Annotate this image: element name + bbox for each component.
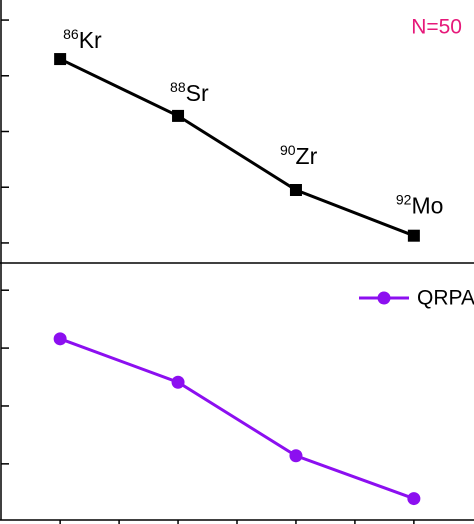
marker	[407, 229, 420, 242]
mass-number: 86	[63, 26, 79, 42]
marker	[407, 492, 421, 506]
point-label: 92Mo	[396, 191, 444, 218]
marker	[289, 184, 302, 197]
line	[59, 337, 415, 500]
marker	[54, 53, 67, 66]
mass-number: 92	[396, 191, 412, 207]
legend-marker	[377, 291, 391, 305]
mass-number: 88	[170, 79, 186, 95]
point-label: 90Zr	[280, 142, 318, 169]
element-symbol: Zr	[296, 143, 318, 169]
point-label: 88Sr	[170, 79, 209, 106]
element-symbol: Sr	[186, 80, 209, 106]
element-symbol: Mo	[411, 193, 443, 219]
panel-label: N=50	[411, 16, 462, 39]
marker	[172, 109, 185, 122]
line	[59, 57, 415, 238]
legend-label: QRPA	[417, 287, 474, 310]
marker	[53, 332, 67, 346]
marker	[171, 375, 185, 389]
mass-number: 90	[280, 142, 296, 158]
marker	[289, 449, 303, 463]
element-symbol: Kr	[79, 27, 102, 53]
point-label: 86Kr	[63, 26, 102, 53]
